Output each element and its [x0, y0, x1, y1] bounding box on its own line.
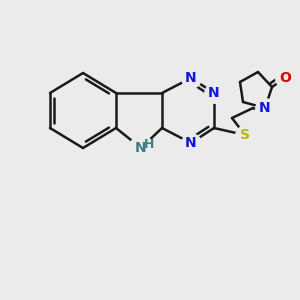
- Text: N: N: [135, 141, 147, 155]
- Text: N: N: [208, 86, 220, 100]
- Text: N: N: [259, 101, 271, 115]
- Text: H: H: [144, 137, 154, 151]
- Text: O: O: [279, 71, 291, 85]
- Text: S: S: [240, 128, 250, 142]
- Text: N: N: [185, 136, 197, 150]
- Text: N: N: [185, 71, 197, 85]
